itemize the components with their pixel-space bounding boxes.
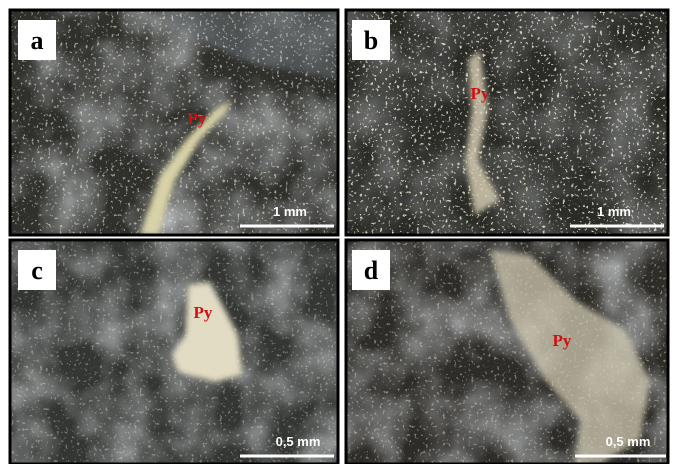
- panel-label: a: [31, 26, 44, 55]
- panel-label: d: [364, 256, 379, 285]
- scale-label: 1 mm: [597, 204, 631, 219]
- figure: a b c d Py Py Py Py 1 mm 1 mm 0,5 mm 0,5…: [0, 0, 676, 464]
- micrograph-b: [346, 10, 668, 235]
- micrograph-d: [346, 240, 668, 464]
- mineral-label: Py: [471, 84, 490, 103]
- micrograph-a: [10, 10, 338, 235]
- scale-label: 0,5 mm: [276, 434, 321, 449]
- scale-label: 1 mm: [273, 204, 307, 219]
- mineral-label: Py: [188, 109, 207, 128]
- micrograph-c: [10, 240, 338, 464]
- mineral-label: Py: [553, 331, 572, 350]
- mineral-label: Py: [194, 303, 213, 322]
- panel-label: c: [31, 256, 43, 285]
- scale-label: 0,5 mm: [606, 434, 651, 449]
- panel-label: b: [364, 26, 378, 55]
